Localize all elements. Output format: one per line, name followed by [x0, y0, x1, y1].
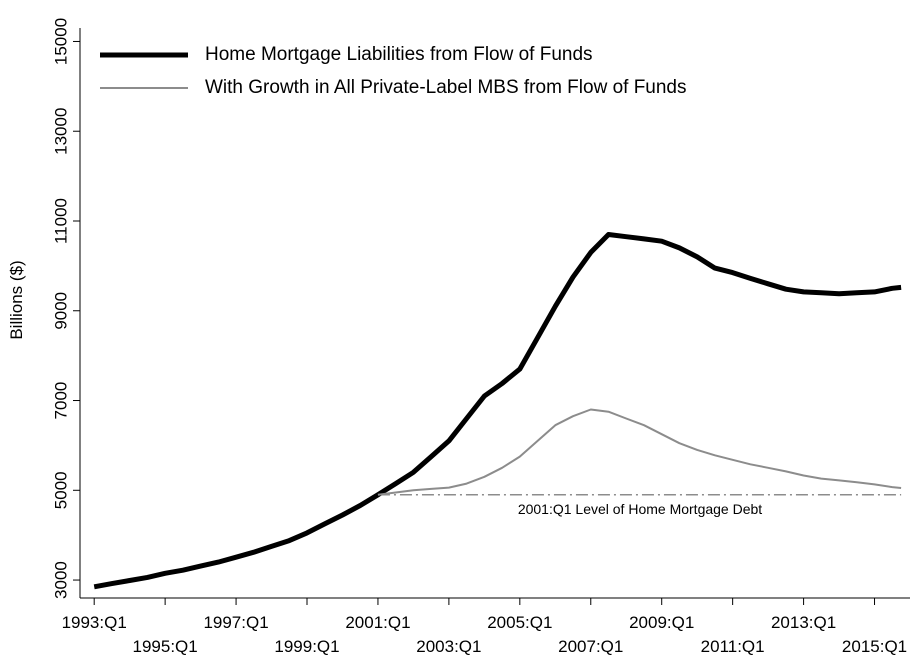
x-tick-label: 2009:Q1 [629, 613, 694, 632]
x-tick-label: 1997:Q1 [203, 613, 268, 632]
y-tick-label: 15000 [51, 18, 70, 65]
x-tick-label: 2015:Q1 [842, 637, 907, 656]
y-axis-title: Billions ($) [7, 260, 26, 339]
legend-label: Home Mortgage Liabilities from Flow of F… [205, 44, 593, 65]
x-tick-label: 2007:Q1 [558, 637, 623, 656]
x-tick-label: 2011:Q1 [701, 637, 765, 656]
x-tick-label: 2003:Q1 [416, 637, 481, 656]
x-tick-label: 2013:Q1 [771, 613, 836, 632]
x-tick-label: 2005:Q1 [487, 613, 552, 632]
x-tick-label: 1995:Q1 [133, 637, 198, 656]
x-tick-label: 1999:Q1 [274, 637, 339, 656]
data-line [377, 408, 902, 496]
y-tick-label: 11000 [51, 198, 70, 244]
legend-label: With Growth in All Private-Label MBS fro… [205, 77, 687, 98]
reference-label: 2001:Q1 Level of Home Mortgage Debt [518, 501, 762, 517]
y-tick-label: 5000 [51, 471, 70, 509]
y-tick-label: 7000 [51, 382, 70, 420]
y-tick-label: 9000 [51, 292, 70, 330]
x-tick-label: 2001:Q1 [345, 613, 410, 632]
y-tick-label: 3000 [51, 561, 70, 599]
x-tick-label: 1993:Q1 [62, 613, 127, 632]
y-tick-label: 13000 [51, 108, 70, 155]
data-line [93, 232, 902, 590]
